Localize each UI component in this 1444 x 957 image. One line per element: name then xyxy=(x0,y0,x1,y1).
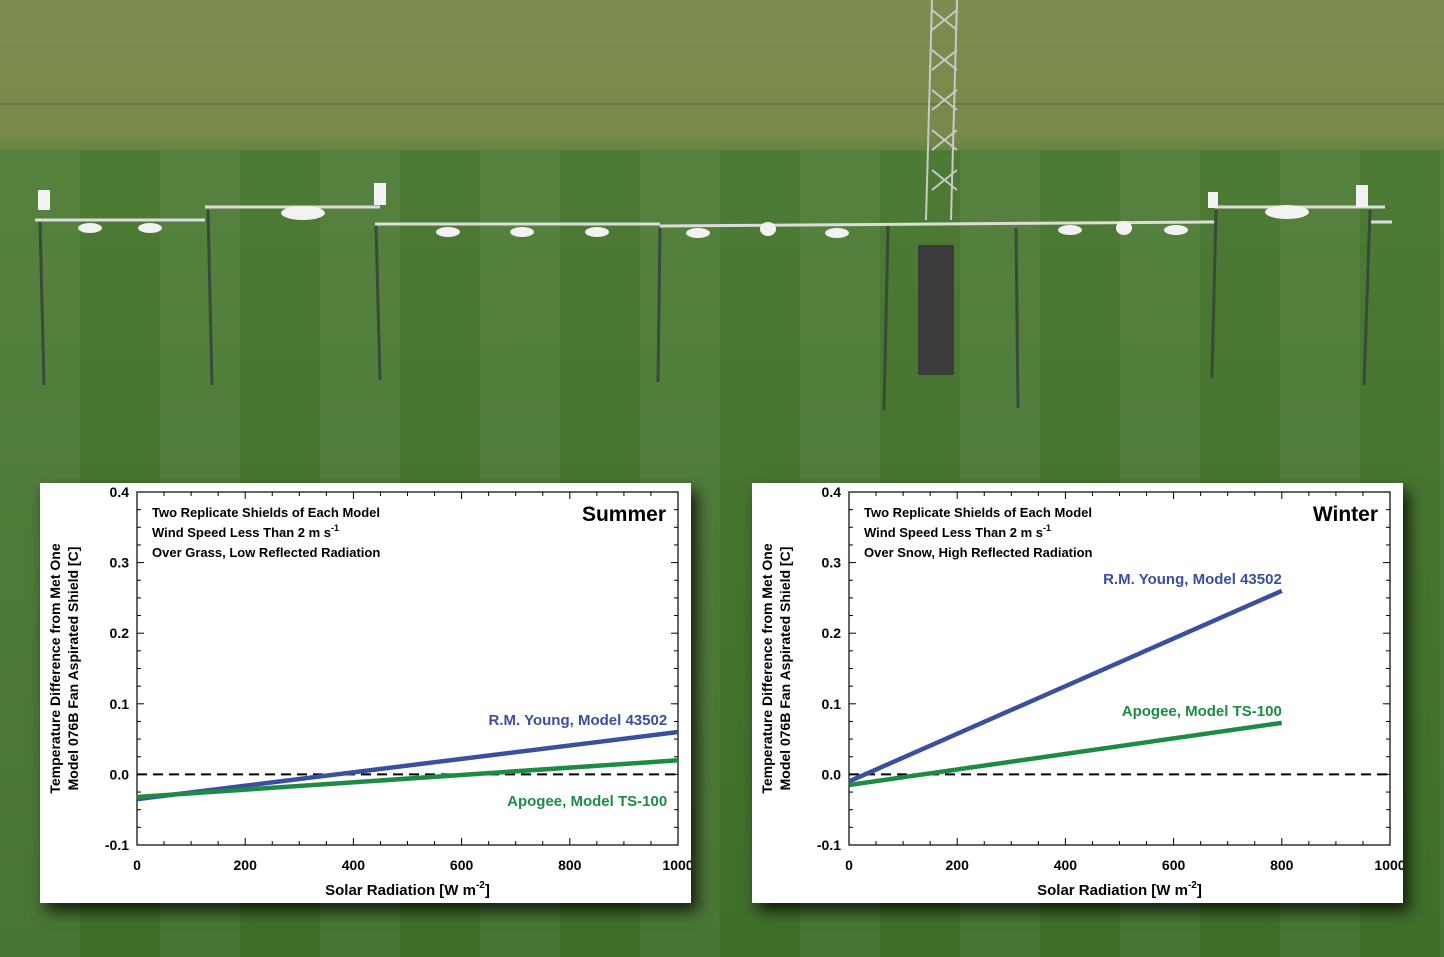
winter-chart: -0.1 0.0 0.1 0.2 0.3 0.4 0 200 400 600 800 1000 R.… xyxy=(759,484,1403,899)
annotation-line-2: Wind Speed Less Than 2 m s-1 xyxy=(864,523,1051,540)
y-tick-label: 0.0 xyxy=(110,766,130,782)
annotation-line-1: Two Replicate Shields of Each Model xyxy=(864,505,1092,520)
x-tick-label: 400 xyxy=(342,857,366,873)
series-label: Apogee, Model TS-100 xyxy=(1122,703,1282,720)
y-tick-label: 0.4 xyxy=(822,484,842,500)
summer-chart: -0.1 0.0 0.1 0.2 0.3 0.4 0 200 400 600 800 1000 R.… xyxy=(47,484,691,899)
y-tick-label: -0.1 xyxy=(105,837,129,853)
y-tick-label: 0.3 xyxy=(822,555,842,571)
y-tick-label: 0.3 xyxy=(110,555,130,571)
x-axis-label-superscript: -2 xyxy=(1188,880,1197,891)
annotation-line-3: Over Snow, High Reflected Radiation xyxy=(864,545,1093,560)
y-axis-label-line-2: Model 076B Fan Aspirated Shield [C] xyxy=(777,547,793,791)
series-line xyxy=(848,720,1283,788)
summer-chart-panel: -0.1 0.0 0.1 0.2 0.3 0.4 0 200 400 600 800 1000 R.… xyxy=(40,483,691,903)
y-tick-label: 0.0 xyxy=(822,766,842,782)
x-tick-label: 800 xyxy=(558,857,582,873)
series-label: R.M. Young, Model 43502 xyxy=(489,712,668,729)
support-legs xyxy=(38,209,1372,411)
y-axis-label-line-1: Temperature Difference from Met One xyxy=(47,543,63,793)
y-tick-label: -0.1 xyxy=(817,837,841,853)
series-line xyxy=(136,729,679,802)
y-tick-label: 0.1 xyxy=(822,696,842,712)
x-tick-label: 600 xyxy=(1162,857,1186,873)
x-tick-label: 200 xyxy=(234,857,258,873)
x-axis-label-superscript: -2 xyxy=(476,880,485,891)
x-tick-label: 200 xyxy=(946,857,970,873)
series-line xyxy=(136,758,679,800)
radiation-shields xyxy=(38,183,1368,238)
y-tick-label: 0.2 xyxy=(110,625,130,641)
series-line xyxy=(848,588,1283,784)
chart-title: Summer xyxy=(582,503,666,526)
x-tick-label: 1000 xyxy=(1374,857,1403,873)
x-tick-label: 800 xyxy=(1270,857,1294,873)
x-tick-label: 600 xyxy=(450,857,474,873)
y-tick-label: 0.4 xyxy=(110,484,130,500)
tower-illustration xyxy=(925,0,958,221)
x-tick-label: 0 xyxy=(133,857,141,873)
x-axis-label: Solar Radiation [W m-2] xyxy=(1037,880,1202,899)
y-tick-label: 0.1 xyxy=(110,696,130,712)
x-tick-label: 400 xyxy=(1054,857,1078,873)
annotation-line-3: Over Grass, Low Reflected Radiation xyxy=(152,545,380,560)
annotation-superscript: -1 xyxy=(331,523,339,533)
tower-base xyxy=(918,245,954,375)
y-tick-label: 0.2 xyxy=(822,625,842,641)
y-axis-label-line-2: Model 076B Fan Aspirated Shield [C] xyxy=(65,547,81,791)
series-label: Apogee, Model TS-100 xyxy=(507,793,667,810)
chart-title: Winter xyxy=(1313,503,1378,526)
x-tick-label: 0 xyxy=(845,857,853,873)
annotation-superscript: -1 xyxy=(1043,523,1051,533)
series-label: R.M. Young, Model 43502 xyxy=(1103,571,1282,588)
x-tick-label: 1000 xyxy=(662,857,691,873)
annotation-line-1: Two Replicate Shields of Each Model xyxy=(152,505,380,520)
x-axis-label: Solar Radiation [W m-2] xyxy=(325,880,490,899)
winter-chart-panel: -0.1 0.0 0.1 0.2 0.3 0.4 0 200 400 600 800 1000 R.… xyxy=(752,483,1403,903)
y-axis-label-line-1: Temperature Difference from Met One xyxy=(759,543,775,793)
annotation-line-2: Wind Speed Less Than 2 m s-1 xyxy=(152,523,339,540)
